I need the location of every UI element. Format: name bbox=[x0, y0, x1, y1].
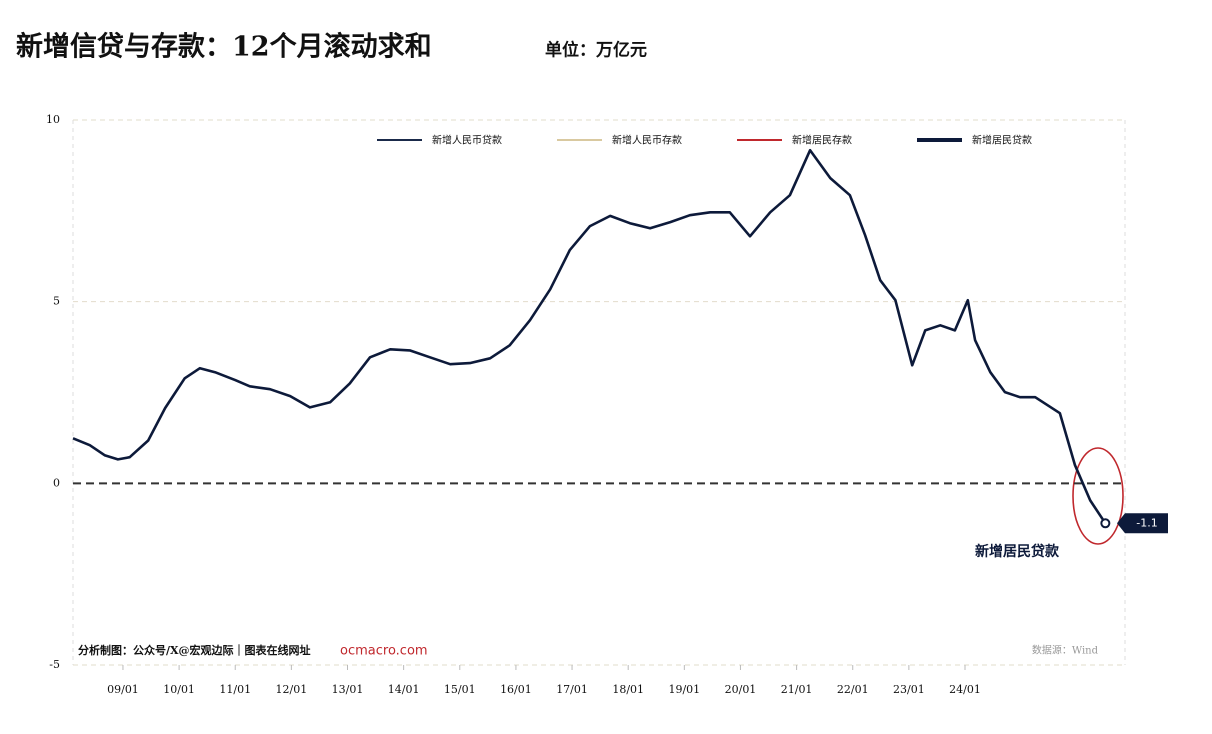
series-line bbox=[72, 148, 1107, 525]
x-tick-label: 09/01 bbox=[107, 683, 139, 696]
footer-site: ocmacro.com bbox=[340, 644, 428, 659]
x-tick-label: 11/01 bbox=[219, 683, 251, 696]
x-tick-label: 10/01 bbox=[163, 683, 195, 696]
y-tick-label: 0 bbox=[53, 476, 60, 489]
end-marker bbox=[1100, 518, 1111, 529]
y-tick-label: 5 bbox=[53, 295, 60, 308]
x-tick-label: 14/01 bbox=[388, 683, 420, 696]
x-tick-label: 13/01 bbox=[332, 683, 364, 696]
end-label: -1.1 bbox=[1136, 516, 1157, 529]
x-tick-label: 20/01 bbox=[725, 683, 757, 696]
footer-source: 数据源：Wind bbox=[1032, 644, 1099, 657]
x-tick-label: 24/01 bbox=[949, 683, 981, 696]
legend-label: 新增人民币贷款 bbox=[432, 134, 502, 147]
annotation: 新增居民贷款 bbox=[975, 543, 1060, 560]
legend-label: 新增居民贷款 bbox=[972, 134, 1032, 147]
unit: 单位：万亿元 bbox=[545, 40, 647, 61]
x-tick-label: 19/01 bbox=[668, 683, 700, 696]
x-tick-label: 12/01 bbox=[276, 683, 308, 696]
footer-credit: 分析制图：公众号/X@宏观边际｜图表在线网址 bbox=[78, 643, 311, 657]
x-tick-label: 15/01 bbox=[444, 683, 476, 696]
legend-label: 新增人民币存款 bbox=[612, 134, 682, 147]
x-tick-label: 22/01 bbox=[837, 683, 869, 696]
legend-label: 新增居民存款 bbox=[792, 134, 852, 147]
x-tick-label: 23/01 bbox=[893, 683, 925, 696]
x-tick-label: 17/01 bbox=[556, 683, 588, 696]
x-tick-label: 18/01 bbox=[612, 683, 644, 696]
end-tag bbox=[1117, 513, 1168, 534]
highlight-ellipse bbox=[1072, 447, 1124, 545]
x-tick-label: 21/01 bbox=[781, 683, 813, 696]
y-tick-label: 10 bbox=[46, 113, 60, 126]
x-tick-label: 16/01 bbox=[500, 683, 532, 696]
y-tick-label: -5 bbox=[49, 658, 60, 671]
chart-title: 新增信贷与存款：12个月滚动求和 bbox=[16, 31, 432, 63]
